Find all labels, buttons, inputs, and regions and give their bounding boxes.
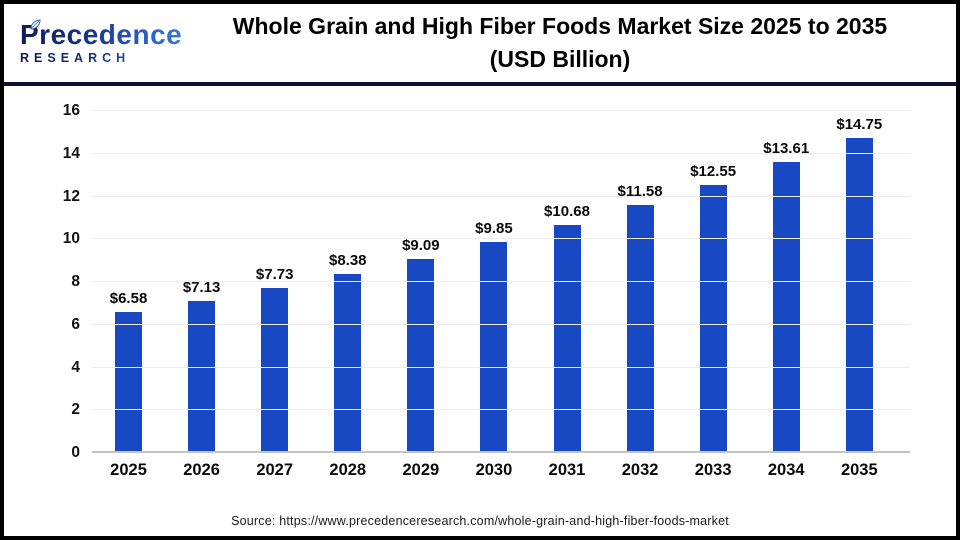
bar xyxy=(626,205,654,453)
logo-wordmark: Precedence xyxy=(20,19,194,51)
bar-column: $12.55 xyxy=(678,111,748,453)
precedence-research-logo: Precedence RESEARCH xyxy=(4,19,194,65)
gridline xyxy=(92,238,910,240)
bar-chart: 0 2 4 6 8 10 12 14 16 $6.58 $7.13 $7.73 $8.38 $9.09 $… xyxy=(4,86,956,490)
bar-value-label: $9.09 xyxy=(402,236,440,254)
gridline xyxy=(92,152,910,154)
x-axis-label: 2030 xyxy=(475,461,513,479)
bar-column: $11.58 xyxy=(605,111,675,453)
bar-value-label: $8.38 xyxy=(328,251,367,269)
chart-title-line2: (USD Billion) xyxy=(489,46,631,72)
x-axis-baseline xyxy=(92,451,910,453)
y-axis-tick-label: 4 xyxy=(71,358,80,376)
y-axis-tick-label: 6 xyxy=(71,315,80,333)
header-divider xyxy=(4,82,956,86)
logo-subname: RESEARCH xyxy=(20,52,194,65)
bar-value-label: $11.58 xyxy=(617,183,663,201)
gridline xyxy=(92,366,910,368)
y-axis-tick-label: 10 xyxy=(62,230,80,248)
bar-value-label: $14.75 xyxy=(836,115,883,133)
gridline xyxy=(92,281,910,282)
chart-title-line1: Whole Grain and High Fiber Foods Market … xyxy=(232,13,888,40)
y-axis-tick-label: 14 xyxy=(62,144,80,162)
bar-column: $10.68 xyxy=(532,111,602,453)
chart-header: Precedence RESEARCH Whole Grain and High… xyxy=(4,4,956,82)
x-axis-label: 2029 xyxy=(402,461,440,479)
bar-value-label: $6.58 xyxy=(109,290,148,308)
logo-name: Precedence xyxy=(20,19,183,51)
source-text: Source: https://www.precedenceresearch.c… xyxy=(231,514,729,528)
x-axis-label: 2034 xyxy=(767,461,805,479)
bar xyxy=(699,184,727,453)
bar xyxy=(553,224,581,453)
x-axis-label: 2027 xyxy=(256,461,294,479)
bar xyxy=(407,258,435,453)
x-axis-label: 2033 xyxy=(694,461,732,479)
bar-column: $9.09 xyxy=(386,111,456,453)
bar-column: $7.73 xyxy=(240,111,310,453)
y-axis-tick-label: 0 xyxy=(71,444,80,461)
y-axis-tick-label: 16 xyxy=(62,102,80,119)
bar xyxy=(261,287,289,453)
bar-value-label: $10.68 xyxy=(544,202,590,220)
bars-group: $6.58 $7.13 $7.73 $8.38 $9.09 $9.85 $10.68 $11.… xyxy=(92,111,896,453)
bar-value-label: $9.85 xyxy=(475,220,513,238)
gridline xyxy=(92,323,910,325)
bar-value-label: $7.73 xyxy=(255,265,294,283)
bar xyxy=(480,242,508,453)
plot-area: $6.58 $7.13 $7.73 $8.38 $9.09 $9.85 $10.68 $11.… xyxy=(92,110,910,453)
gridline xyxy=(92,110,910,111)
bar-value-label: $13.61 xyxy=(763,140,810,158)
y-axis: 0 2 4 6 8 10 12 14 16 xyxy=(4,102,80,461)
bar-value-label: $7.13 xyxy=(182,278,221,296)
chart-title: Whole Grain and High Fiber Foods Market … xyxy=(194,10,956,75)
x-axis-label: 2025 xyxy=(110,461,147,479)
bar-column: $6.58 xyxy=(94,111,164,453)
y-axis-tick-label: 12 xyxy=(62,187,80,205)
bar xyxy=(188,300,216,453)
x-axis: 2025 2026 2027 2028 2029 2030 2031 2032 2033 2034… xyxy=(92,461,896,480)
x-axis-label: 2035 xyxy=(840,461,878,479)
y-axis-tick-label: 8 xyxy=(71,273,80,290)
bar-value-label: $12.55 xyxy=(690,162,737,180)
bar-column: $14.75 xyxy=(824,111,894,453)
bar-column: $9.85 xyxy=(459,111,529,453)
bar-column: $8.38 xyxy=(313,111,383,453)
x-axis-label: 2028 xyxy=(329,461,367,479)
x-axis-label: 2031 xyxy=(548,461,586,479)
x-axis-label: 2026 xyxy=(183,461,220,479)
x-axis-label: 2032 xyxy=(621,461,659,479)
bar xyxy=(115,312,143,453)
gridline xyxy=(92,195,910,197)
bar-column: $7.13 xyxy=(167,111,237,453)
bar xyxy=(334,273,362,453)
bar xyxy=(845,137,873,453)
bar-column: $13.61 xyxy=(751,111,821,453)
bar xyxy=(772,162,800,453)
y-axis-tick-label: 2 xyxy=(71,401,80,419)
gridline xyxy=(92,409,910,411)
